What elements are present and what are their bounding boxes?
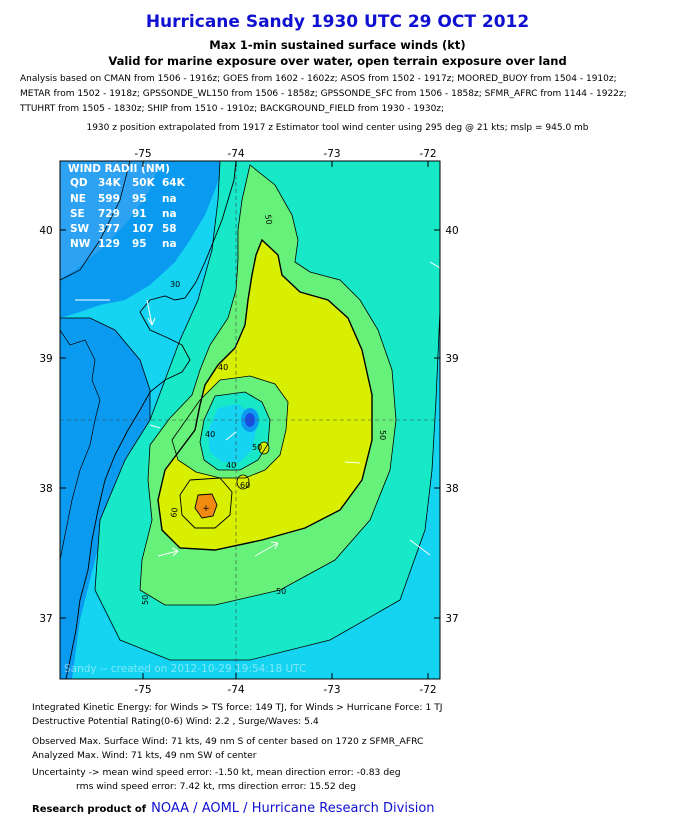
wind-radii-header: QD 34K 50K 64K [70,177,186,189]
wind-radii-row: SE 729 91 na [70,208,177,220]
lat-label-left: 40 [39,225,52,237]
field-lt30-south [60,318,150,679]
contour-label: 50 [263,214,274,226]
footer: Research product of NOAA / AOML / Hurric… [32,797,435,816]
contour-label: 50 [276,587,286,596]
svg-text:+: + [202,504,210,514]
contour-label: 60 [169,507,180,519]
contour-label: 40 [205,430,215,439]
lon-label-bottom: -75 [134,684,151,696]
wind-radii-cell: 50K [132,177,156,189]
position-note: 1930 z position extrapolated from 1917 z… [86,123,589,133]
lon-label-bottom: -72 [419,684,436,696]
lat-label-right: 40 [445,225,458,237]
wind-radii-cell: 107 [132,223,154,235]
wind-radii-cell: 729 [98,208,120,220]
wind-radii-cell: SE [70,208,85,220]
wind-radii-cell: na [162,238,177,250]
subtitle-exposure: Valid for marine exposure over water, op… [108,54,567,68]
lon-label-top: -75 [134,148,151,160]
contour-label: 50 [252,443,262,452]
wind-radii-cell: 34K [98,177,122,189]
wind-radii-cell: 58 [162,223,177,235]
wind-radii-row: NE 599 95 na [70,193,177,205]
contour-label: 30 [170,280,180,289]
small-max-south [236,474,250,490]
wind-field-map: + [39,148,458,696]
small-max-east [258,441,270,455]
contour-label: 50 [141,595,150,605]
wind-radii-cell: 599 [98,193,120,205]
contour-label: 40 [226,461,236,470]
uncertainty-mean: Uncertainty -> mean wind speed error: -1… [32,767,401,778]
wind-radii-cell: 91 [132,208,147,220]
wind-radii-cell: na [162,193,177,205]
wind-radii-cell: 377 [98,223,120,235]
analysis-sources: Analysis based on CMAN from 1506 - 1916z… [20,72,670,117]
analysis-line: METAR from 1502 - 1918z; GPSSONDE_WL150 … [20,89,627,99]
observed-max-wind: Observed Max. Surface Wind: 71 kts, 49 n… [32,736,424,747]
contour-label: 60 [240,481,250,490]
lon-label-bottom: -74 [227,684,244,696]
wind-radii-cell: 95 [132,193,147,205]
wind-radii-cell: 129 [98,238,120,250]
analyzed-max-wind: Analyzed Max. Wind: 71 kts, 49 nm SW of … [32,750,257,761]
watermark: Sandy -- created on 2012-10-29 19:54:18 … [64,663,306,675]
analysis-line: Analysis based on CMAN from 1506 - 1916z… [20,74,617,84]
footer-prefix: Research product of [32,804,147,815]
wind-radii-table: WIND RADII (NM) QD 34K 50K 64K NE 599 95 na SE… [68,163,186,250]
coastline [65,161,237,679]
contour-label: 40 [218,363,228,372]
lon-label-bottom: -73 [323,684,340,696]
destructive-potential: Destructive Potential Rating(0-6) Wind: … [32,716,319,727]
wind-radii-cell: na [162,208,177,220]
field-70-80-sw [194,493,218,519]
wind-radii-row: NW 129 95 na [70,238,177,250]
wind-radii-cell: QD [70,177,88,189]
contour-labels: 30 50 40 50 50 60 40 50 50 60 40 [141,214,387,605]
wind-radii-cell: NE [70,193,86,205]
wind-vectors [75,261,440,557]
wind-radii-cell: 64K [162,177,186,189]
lat-label-left: 38 [39,483,52,495]
lon-label-top: -74 [227,148,244,160]
subtitle-units: Max 1-min sustained surface winds (kt) [209,38,466,52]
lon-label-top: -72 [419,148,436,160]
lon-label-top: -73 [323,148,340,160]
lat-label-right: 38 [445,483,458,495]
map-frame [59,160,441,680]
wind-radii-title: WIND RADII (NM) [68,163,170,175]
lat-label-left: 37 [39,613,52,625]
plot-area: + [60,161,440,679]
ike-stat: Integrated Kinetic Energy: for Winds > T… [32,702,443,713]
bay-coast [60,329,101,561]
wind-radii-cell: 95 [132,238,147,250]
lat-label-right: 39 [445,353,458,365]
analysis-line: TTUHRT from 1505 - 1830z; SHIP from 1510… [20,104,445,114]
page-title: Hurricane Sandy 1930 UTC 29 OCT 2012 [145,12,530,32]
wind-radii-row: SW 377 107 58 [70,223,177,235]
lat-label-left: 39 [39,353,52,365]
lat-label-right: 37 [445,613,458,625]
footer-org-link[interactable]: NOAA / AOML / Hurricane Research Divisio… [151,801,435,816]
wind-radii-cell: NW [70,238,91,250]
contour-label: 50 [378,430,387,440]
wind-radii-cell: SW [70,223,90,235]
uncertainty-rms: rms wind speed error: 7.42 kt, rms direc… [76,781,356,792]
